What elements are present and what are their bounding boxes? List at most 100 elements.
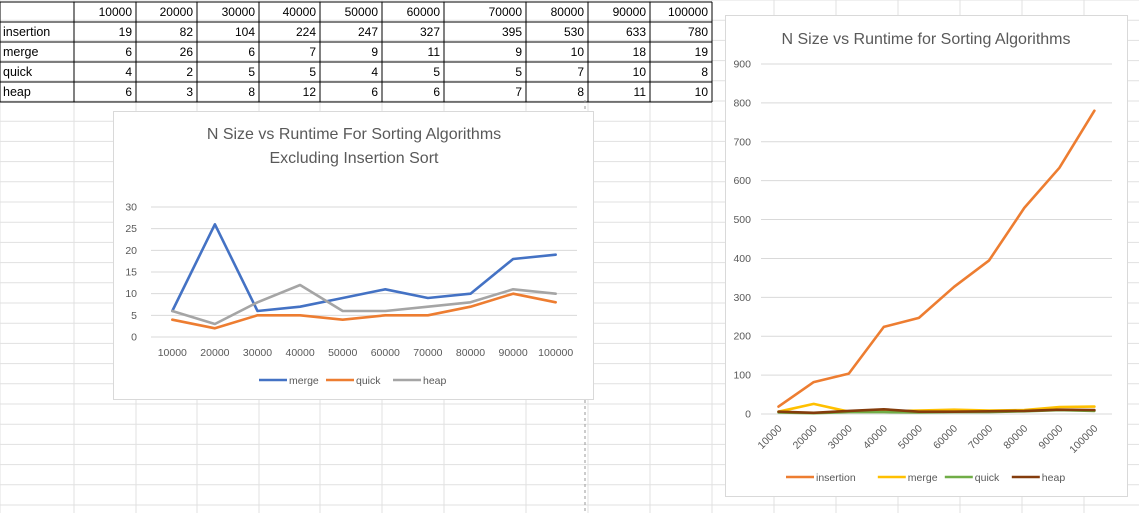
series-line-heap[interactable] [777,407,1096,415]
y-tick-label: 600 [733,175,751,187]
table-cell[interactable]: 4 [371,65,378,79]
table-header-cell[interactable]: 50000 [345,5,379,19]
table-cell[interactable]: 26 [180,45,194,59]
x-tick-label: 20000 [200,347,229,359]
x-tick-label: 80000 [1001,423,1030,452]
y-tick-label: 200 [733,331,751,343]
legend-label-insertion: insertion [816,472,856,484]
x-tick-label: 20000 [791,423,820,452]
table-cell[interactable]: 5 [248,65,255,79]
table-cell[interactable]: 6 [125,85,132,99]
table-row-label[interactable]: merge [3,45,38,59]
table-cell[interactable]: 6 [433,85,440,99]
chart-excluding-insertion[interactable]: N Size vs Runtime For Sorting Algorithms… [113,111,594,400]
table-row-label[interactable]: heap [3,85,31,99]
series-line-merge[interactable] [170,223,558,313]
table-header-cell[interactable]: 80000 [551,5,585,19]
y-tick-label: 500 [733,214,751,226]
legend-label-merge: merge [908,472,938,484]
table-cell[interactable]: 395 [502,25,522,39]
table-cell[interactable]: 10 [633,65,647,79]
table-cell[interactable]: 9 [371,45,378,59]
table-cell[interactable]: 19 [695,45,709,59]
y-tick-label: 15 [125,267,137,279]
table-cell[interactable]: 5 [433,65,440,79]
series-line-merge[interactable] [777,402,1096,414]
x-tick-label: 30000 [243,347,272,359]
x-tick-label: 10000 [158,347,187,359]
y-tick-label: 0 [131,332,137,344]
table-cell[interactable]: 19 [119,25,133,39]
legend-label-merge: merge [289,375,319,387]
table-row-label[interactable]: insertion [3,25,50,39]
y-tick-label: 0 [745,409,751,421]
table-cell[interactable]: 633 [626,25,646,39]
table-cell[interactable]: 7 [577,65,584,79]
y-tick-label: 700 [733,136,751,148]
table-header-cell[interactable]: 20000 [160,5,194,19]
table-cell[interactable]: 104 [235,25,255,39]
x-tick-label: 60000 [371,347,400,359]
y-tick-label: 25 [125,223,137,235]
legend-label-quick: quick [356,375,381,387]
table-header-cell[interactable]: 40000 [283,5,317,19]
series-line-quick[interactable] [170,292,558,330]
table-cell[interactable]: 2 [186,65,193,79]
y-tick-label: 400 [733,253,751,265]
table-cell[interactable]: 5 [309,65,316,79]
table-cell[interactable]: 11 [634,85,647,99]
y-tick-label: 30 [125,202,137,214]
table-cell[interactable]: 3 [186,85,193,99]
x-tick-label: 90000 [498,347,527,359]
table-cell[interactable]: 8 [248,85,255,99]
table-cell[interactable]: 5 [515,65,522,79]
table-cell[interactable]: 18 [633,45,647,59]
y-tick-label: 800 [733,97,751,109]
x-tick-label: 60000 [931,423,960,452]
table-header-cell[interactable]: 60000 [407,5,441,19]
x-tick-label: 70000 [966,423,995,452]
table-cell[interactable]: 12 [303,85,317,99]
x-tick-label: 40000 [285,347,314,359]
table-cell[interactable]: 247 [358,25,378,39]
table-row-label[interactable]: quick [3,65,33,79]
x-tick-label: 80000 [456,347,485,359]
table-cell[interactable]: 11 [428,45,441,59]
table-cell[interactable]: 8 [701,65,708,79]
table-cell[interactable]: 9 [515,45,522,59]
table-header-cell[interactable]: 90000 [613,5,647,19]
table-cell[interactable]: 224 [296,25,316,39]
table-header-cell[interactable]: 30000 [222,5,256,19]
table-header-cell[interactable]: 70000 [489,5,523,19]
table-header-cell[interactable]: 10000 [99,5,133,19]
y-tick-label: 20 [125,245,137,257]
table-cell[interactable]: 82 [180,25,194,39]
table-cell[interactable]: 327 [420,25,440,39]
legend-label-quick: quick [975,472,1000,484]
table-cell[interactable]: 6 [248,45,255,59]
legend-label-heap: heap [423,375,447,387]
table-cell[interactable]: 10 [571,45,585,59]
legend-label-heap: heap [1042,472,1066,484]
x-tick-label: 70000 [413,347,442,359]
x-tick-label: 50000 [328,347,357,359]
table-cell[interactable]: 7 [309,45,316,59]
table-cell[interactable]: 780 [688,25,708,39]
y-tick-label: 100 [733,370,751,382]
table-cell[interactable]: 10 [695,85,709,99]
series-line-insertion[interactable] [777,109,1096,408]
series-line-heap[interactable] [170,283,558,326]
table-cell[interactable]: 7 [515,85,522,99]
y-tick-label: 10 [125,288,137,300]
x-tick-label: 10000 [756,423,785,452]
table-cell[interactable]: 4 [125,65,132,79]
chart-title: N Size vs Runtime for Sorting Algorithms [782,31,1071,48]
chart-all-algorithms[interactable]: N Size vs Runtime for Sorting Algorithms… [725,15,1128,497]
table-cell[interactable]: 6 [125,45,132,59]
table-cell[interactable]: 6 [371,85,378,99]
table-cell[interactable]: 8 [577,85,584,99]
table-header-cell[interactable]: 100000 [668,5,708,19]
x-tick-label: 100000 [1067,423,1100,456]
table-cell[interactable]: 530 [564,25,584,39]
x-tick-label: 30000 [826,423,855,452]
